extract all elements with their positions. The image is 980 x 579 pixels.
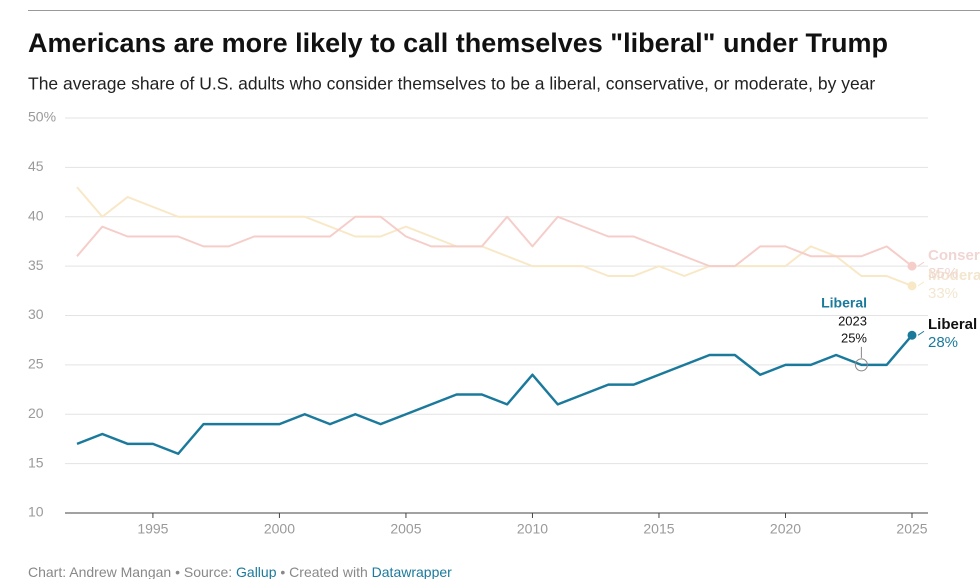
- chart-title: Americans are more likely to call themse…: [28, 28, 888, 58]
- y-tick-label: 10: [28, 504, 44, 520]
- end-value-label: 33%: [928, 285, 958, 302]
- y-tick-label: 40: [28, 207, 44, 223]
- source-link[interactable]: Gallup: [236, 564, 277, 579]
- y-tick-label: 35: [28, 257, 44, 273]
- x-tick-label: 2015: [643, 521, 674, 537]
- credit: Chart: Andrew Mangan • Source: Gallup • …: [28, 564, 452, 579]
- annotation-value: 25%: [841, 330, 867, 345]
- series-line: [76, 186, 913, 287]
- x-tick-label: 2010: [517, 521, 548, 537]
- x-tick-label: 1995: [137, 521, 168, 537]
- series-label: Liberal: [928, 316, 977, 333]
- credit-prefix: Chart: Andrew Mangan • Source:: [28, 564, 236, 579]
- label-leader: [917, 261, 925, 267]
- end-value-label: 28%: [928, 334, 958, 351]
- annotation-year: 2023: [838, 313, 867, 328]
- series-line: [76, 215, 913, 268]
- end-dot: [907, 261, 917, 271]
- credit-middle: • Created with: [276, 564, 371, 579]
- series-label: Moderate: [928, 267, 980, 284]
- end-value-label: 35%: [928, 265, 958, 282]
- y-tick-label: 15: [28, 454, 44, 470]
- chart-subtitle: The average share of U.S. adults who con…: [28, 74, 875, 94]
- end-dot: [907, 330, 917, 340]
- series-label: Conservative: [928, 247, 980, 264]
- x-tick-label: 2025: [896, 521, 927, 537]
- x-tick-label: 2005: [390, 521, 421, 537]
- tool-link[interactable]: Datawrapper: [372, 564, 452, 579]
- label-leader: [917, 281, 925, 287]
- x-tick-label: 2020: [770, 521, 801, 537]
- y-tick-label: 25: [28, 356, 44, 372]
- y-tick-label: 45: [28, 158, 44, 174]
- label-leader: [917, 330, 925, 336]
- end-dot: [907, 281, 917, 291]
- x-tick-label: 2000: [264, 521, 295, 537]
- annotation-marker: [854, 358, 868, 372]
- y-tick-label: 30: [28, 306, 44, 322]
- y-tick-label: 50%: [28, 109, 56, 125]
- annotation-name: Liberal: [821, 295, 867, 311]
- series-line: [76, 334, 913, 455]
- y-tick-label: 20: [28, 405, 44, 421]
